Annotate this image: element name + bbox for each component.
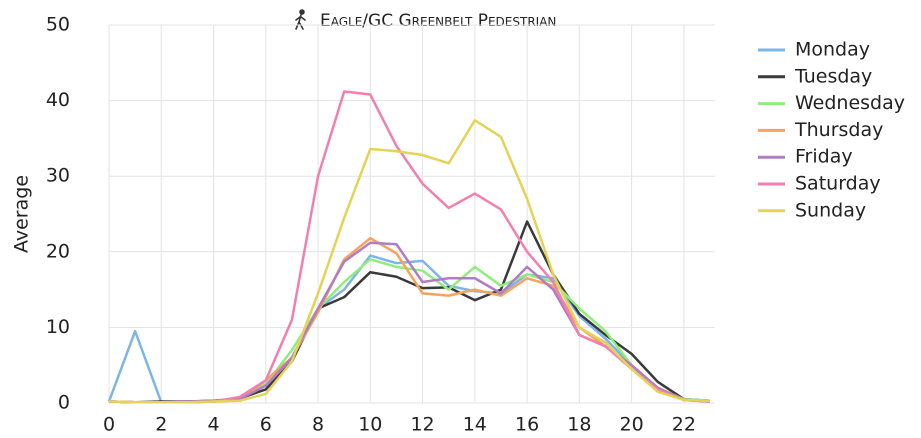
series-line	[108, 220, 711, 404]
y-tick-label: 30	[46, 165, 70, 187]
x-tick-label: 16	[515, 414, 539, 436]
x-tick-label: 14	[463, 414, 487, 436]
y-axis-label: Average	[11, 175, 33, 253]
x-tick-label: 6	[260, 414, 272, 436]
x-tick-label: 18	[567, 414, 591, 436]
x-tick-label: 10	[358, 414, 382, 436]
legend-label: Friday	[795, 146, 853, 168]
x-tick-label: 4	[207, 414, 219, 436]
series-line	[108, 119, 711, 404]
x-tick-label: 20	[620, 414, 644, 436]
legend-label: Thursday	[794, 119, 883, 141]
legend-label: Saturday	[795, 173, 881, 195]
x-tick-label: 22	[672, 414, 696, 436]
y-tick-label: 50	[46, 14, 70, 36]
y-tick-label: 40	[46, 89, 70, 111]
legend-label: Monday	[795, 39, 870, 61]
y-tick-label: 0	[58, 392, 70, 414]
legend-label: Sunday	[795, 199, 866, 221]
x-tick-label: 0	[103, 414, 115, 436]
y-tick-label: 10	[46, 316, 70, 338]
pedestrian-icon	[295, 9, 306, 30]
x-tick-label: 8	[312, 414, 324, 436]
chart-title: Eagle/GC Greenbelt Pedestrian	[320, 11, 556, 31]
legend-label: Tuesday	[794, 65, 872, 87]
x-tick-label: 12	[410, 414, 434, 436]
series-line	[108, 258, 711, 404]
series-line	[108, 241, 711, 404]
y-tick-label: 20	[46, 240, 70, 262]
x-tick-label: 2	[155, 414, 167, 436]
legend-label: Wednesday	[795, 92, 905, 114]
series-line	[107, 254, 711, 404]
